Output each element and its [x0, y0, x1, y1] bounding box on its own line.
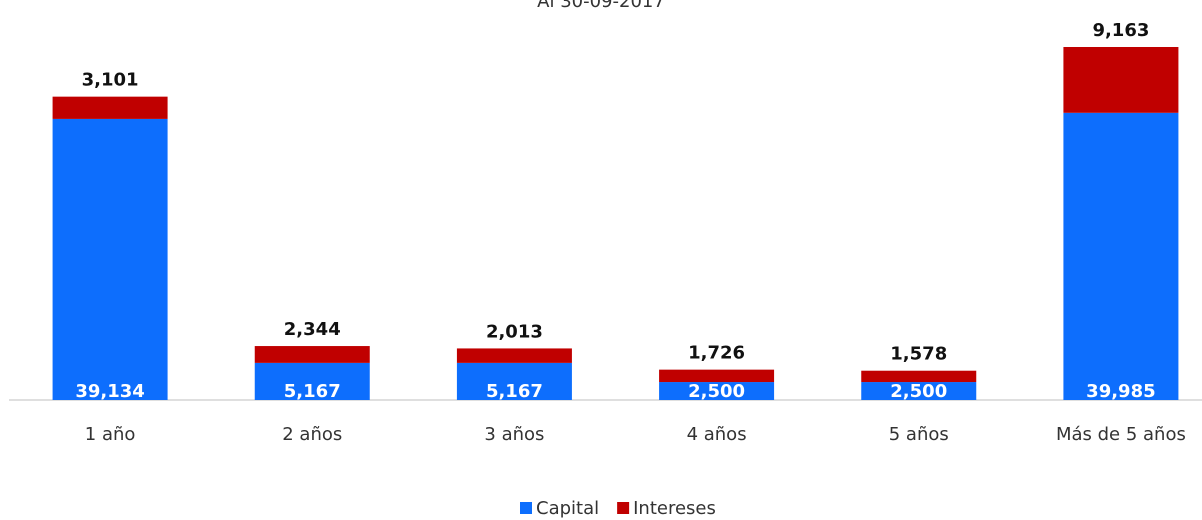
data-label: 2,500 — [890, 381, 947, 402]
bar-segment — [254, 362, 370, 400]
data-label: 2,013 — [486, 321, 543, 342]
x-tick-label: Más de 5 años — [1056, 424, 1186, 445]
x-tick-label: 1 año — [85, 424, 136, 445]
data-label: 5,167 — [284, 381, 341, 402]
data-label: 2,344 — [284, 319, 341, 340]
bar-segment — [52, 118, 168, 400]
data-label: 39,134 — [75, 381, 144, 402]
legend-label: Intereses — [633, 498, 716, 519]
bar-segment — [861, 370, 977, 383]
data-label: 1,578 — [890, 344, 947, 365]
bar-segment — [659, 382, 775, 400]
bar-segment — [52, 96, 168, 119]
legend-swatch — [520, 502, 532, 514]
x-tick-label: 4 años — [687, 424, 747, 445]
bar-segment — [659, 369, 775, 383]
legend-swatch — [617, 502, 630, 514]
data-label: 3,101 — [82, 70, 139, 91]
data-label: 9,163 — [1092, 20, 1149, 41]
legend-label: Capital — [536, 498, 599, 519]
data-label: 1,726 — [688, 343, 745, 364]
data-label: 39,985 — [1086, 381, 1155, 402]
bar-segment — [1063, 112, 1179, 400]
bar-segment — [456, 348, 572, 363]
chart-title: Al 30-09-2017 — [537, 0, 665, 12]
x-tick-label: 2 años — [282, 424, 342, 445]
bar-segment — [1063, 47, 1179, 113]
bar-segment — [456, 362, 572, 400]
bar-segment — [254, 346, 370, 363]
data-label: 2,500 — [688, 381, 745, 402]
x-tick-label: 5 años — [889, 424, 949, 445]
bar-segment — [861, 382, 977, 400]
x-tick-label: 3 años — [484, 424, 544, 445]
data-label: 5,167 — [486, 381, 543, 402]
